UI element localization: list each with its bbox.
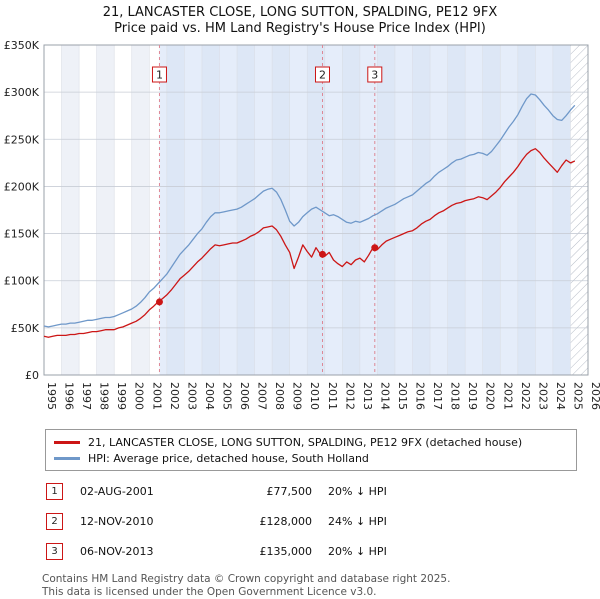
svg-text:2011: 2011 [326,382,339,410]
svg-text:£300K: £300K [4,86,40,99]
sale-price: £135,000 [259,545,313,558]
property-line-swatch [54,440,80,444]
svg-text:2024: 2024 [554,382,567,410]
svg-text:2005: 2005 [220,382,233,410]
sale-vs-hpi: 20% ↓ HPI [328,545,387,558]
svg-text:1997: 1997 [80,382,93,410]
svg-text:1996: 1996 [63,382,76,410]
svg-text:2018: 2018 [449,382,462,410]
svg-text:2014: 2014 [378,382,391,410]
svg-text:£0: £0 [25,369,39,382]
footer-line-2: This data is licensed under the Open Gov… [42,586,377,598]
svg-text:2021: 2021 [501,382,514,410]
svg-text:2017: 2017 [431,382,444,410]
legend-item-property: 21, LANCASTER CLOSE, LONG SUTTON, SPALDI… [54,434,568,450]
svg-text:£50K: £50K [11,322,40,335]
svg-text:1995: 1995 [45,382,58,410]
sales-table: 1 02-AUG-2001 £77,500 20% ↓ HPI 2 12-NOV… [0,483,600,560]
svg-text:1999: 1999 [115,382,128,410]
svg-text:2002: 2002 [168,382,181,410]
svg-text:2023: 2023 [536,382,549,410]
svg-text:2010: 2010 [308,382,321,410]
svg-text:1998: 1998 [98,382,111,410]
svg-text:1: 1 [156,69,163,82]
svg-text:£350K: £350K [4,39,40,52]
sale-number-badge: 2 [46,513,63,530]
svg-text:£250K: £250K [4,133,40,146]
sale-date: 12-NOV-2010 [80,515,154,528]
svg-text:2016: 2016 [414,382,427,410]
table-row: 1 02-AUG-2001 £77,500 20% ↓ HPI [46,483,600,500]
svg-text:2013: 2013 [361,382,374,410]
sale-vs-hpi: 20% ↓ HPI [328,485,387,498]
chart-subtitle: Price paid vs. HM Land Registry's House … [114,21,486,36]
sale-number-badge: 3 [46,543,63,560]
sale-price: £128,000 [259,515,313,528]
svg-text:2019: 2019 [466,382,479,410]
svg-text:£200K: £200K [4,180,40,193]
sale-number-badge: 1 [46,483,63,500]
svg-text:2020: 2020 [484,382,497,410]
svg-text:2000: 2000 [133,382,146,410]
license-footer: Contains HM Land Registry data © Crown c… [42,573,600,599]
svg-text:2: 2 [319,69,326,82]
svg-text:2003: 2003 [185,382,198,410]
svg-text:£100K: £100K [4,275,40,288]
svg-text:2006: 2006 [238,382,251,410]
table-row: 3 06-NOV-2013 £135,000 20% ↓ HPI [46,543,600,560]
legend-item-hpi: HPI: Average price, detached house, Sout… [54,450,568,466]
svg-text:2001: 2001 [150,382,163,410]
svg-text:2015: 2015 [396,382,409,410]
hpi-line-swatch [54,456,80,460]
svg-text:3: 3 [371,69,378,82]
svg-text:2008: 2008 [273,382,286,410]
page-title: 21, LANCASTER CLOSE, LONG SUTTON, SPALDI… [0,5,600,37]
svg-text:£150K: £150K [4,228,40,241]
svg-text:2004: 2004 [203,382,216,410]
sale-price: £77,500 [266,485,313,498]
svg-text:2026: 2026 [589,382,600,410]
chart-legend: 21, LANCASTER CLOSE, LONG SUTTON, SPALDI… [45,429,577,471]
legend-label-property: 21, LANCASTER CLOSE, LONG SUTTON, SPALDI… [88,435,523,449]
table-row: 2 12-NOV-2010 £128,000 24% ↓ HPI [46,513,600,530]
legend-label-hpi: HPI: Average price, detached house, Sout… [88,451,369,465]
svg-text:2025: 2025 [571,382,584,410]
sale-date: 06-NOV-2013 [80,545,154,558]
sale-date: 02-AUG-2001 [80,485,154,498]
svg-text:2022: 2022 [519,382,532,410]
sale-vs-hpi: 24% ↓ HPI [328,515,387,528]
chart-title: 21, LANCASTER CLOSE, LONG SUTTON, SPALDI… [102,5,498,20]
svg-text:2012: 2012 [343,382,356,410]
chart-svg: £0 £50K £100K £150K £200K £250K £300K £350K 1995… [4,39,600,410]
footer-line-1: Contains HM Land Registry data © Crown c… [42,573,451,585]
price-chart: £0 £50K £100K £150K £200K £250K £300K £350K 1995… [0,39,600,427]
svg-text:2009: 2009 [291,382,304,410]
svg-text:2007: 2007 [256,382,269,410]
